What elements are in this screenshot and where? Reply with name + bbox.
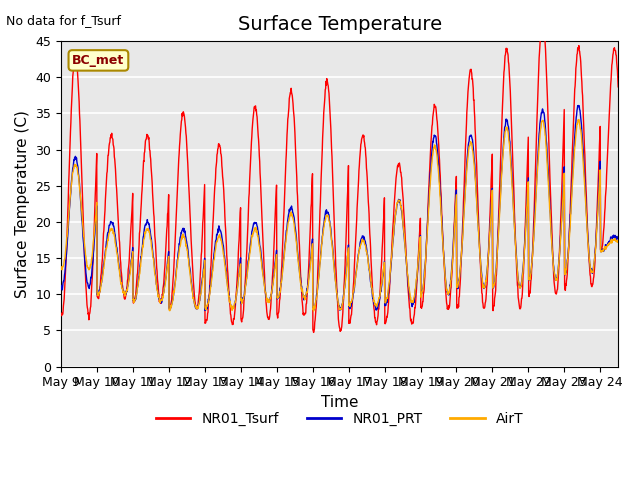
Text: No data for f_Tsurf: No data for f_Tsurf — [6, 14, 122, 27]
Title: Surface Temperature: Surface Temperature — [237, 15, 442, 34]
X-axis label: Time: Time — [321, 395, 358, 410]
Legend: NR01_Tsurf, NR01_PRT, AirT: NR01_Tsurf, NR01_PRT, AirT — [150, 406, 529, 432]
Text: BC_met: BC_met — [72, 54, 125, 67]
Y-axis label: Surface Temperature (C): Surface Temperature (C) — [15, 110, 30, 298]
